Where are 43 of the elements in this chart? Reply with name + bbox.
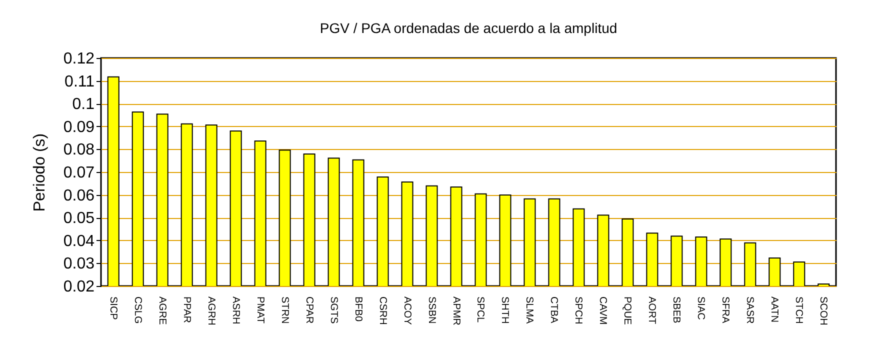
x-tick-label: SPCL — [474, 296, 486, 324]
x-tick-label: SSBN — [426, 296, 437, 324]
y-tick-label: 0.1 — [72, 96, 95, 114]
x-tick-label: AATN — [768, 296, 780, 322]
x-tick-label: SBEB — [670, 296, 682, 324]
x-tick-label: CPAR — [303, 296, 314, 324]
x-tick-label: PPAR — [180, 296, 192, 323]
x-tick-label: CAVM — [597, 296, 608, 325]
x-tick-label: ACOY — [401, 296, 412, 326]
x-tick-label: AGRH — [205, 296, 216, 326]
y-tick-label: 0.04 — [63, 232, 95, 250]
x-tick-label: CTBA — [548, 296, 560, 324]
y-axis-title: Periodo (s) — [31, 133, 48, 212]
y-tick-label: 0.05 — [63, 210, 95, 228]
x-tick-label: SGTS — [328, 296, 339, 324]
x-tick-label: STCH — [793, 296, 804, 324]
x-tick-label: SLMA — [524, 296, 535, 324]
x-tick-label: STRN — [278, 296, 290, 324]
chart-title: PGV / PGA ordenadas de acuerdo a la amplitud — [320, 20, 618, 36]
x-tick-label: BFB0 — [352, 296, 364, 322]
y-tick-label: 0.08 — [63, 142, 95, 159]
x-tick-label: PMAT — [254, 296, 266, 324]
x-tick-label: SCOH — [818, 296, 829, 326]
x-tick-label: SFRA — [720, 296, 731, 324]
x-tick-label: SIAC — [695, 296, 706, 320]
y-tick-label: 0.07 — [63, 164, 95, 182]
x-tick-label: AORT — [646, 296, 658, 324]
x-tick-label: AGRE — [156, 296, 168, 326]
x-tick-label: APMR — [450, 296, 462, 326]
x-tick-label: PQUE — [622, 296, 633, 326]
y-tick-label: 0.02 — [63, 278, 95, 296]
x-tick-label: SICP — [107, 296, 118, 320]
x-tick-label: CSLG — [132, 296, 143, 324]
y-tick-label: 0.06 — [63, 187, 95, 204]
x-tick-label: SASR — [744, 296, 756, 324]
y-tick-label: 0.11 — [64, 73, 95, 90]
y-tick-label: 0.12 — [63, 50, 95, 68]
x-tick-label: SHTH — [499, 296, 510, 324]
x-tick-label: CSRH — [376, 296, 388, 325]
x-tick-label: ASRH — [230, 296, 241, 324]
x-tick-label: SPCH — [572, 296, 584, 324]
y-tick-label: 0.09 — [63, 118, 95, 136]
y-tick-label: 0.03 — [63, 256, 95, 273]
